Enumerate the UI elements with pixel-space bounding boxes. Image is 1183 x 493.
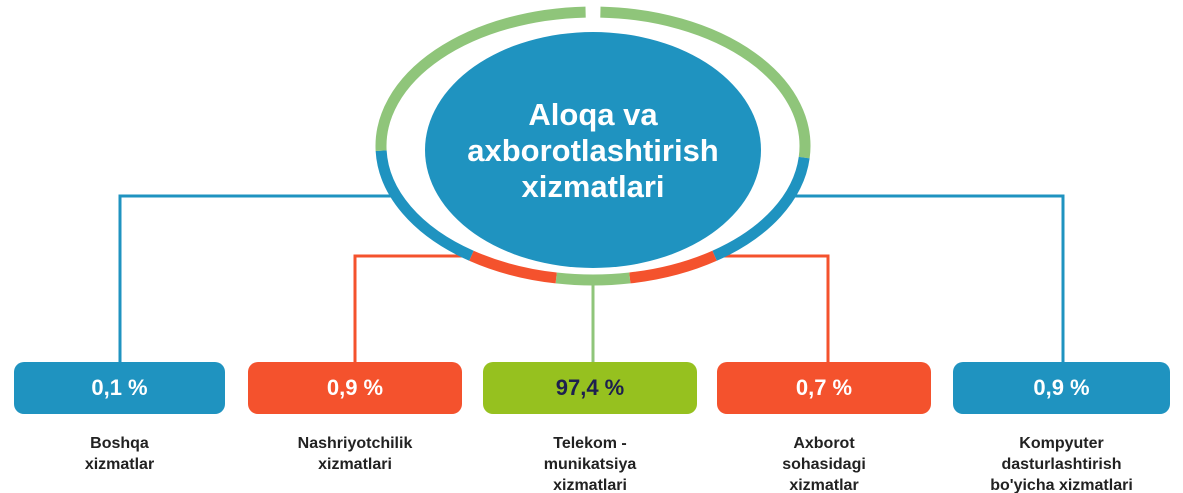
value-text: 0,9 % xyxy=(327,375,383,400)
connector xyxy=(118,194,402,362)
ring-segment xyxy=(600,6,811,159)
value-text: 97,4 % xyxy=(556,375,625,400)
value-text: 0,9 % xyxy=(1033,375,1089,400)
node-label: Nashriyotchilik xyxy=(298,435,413,452)
node-label: xizmatlar xyxy=(789,477,858,493)
value-box xyxy=(483,362,697,414)
center-line: axborotlashtirish xyxy=(467,133,719,168)
value-box xyxy=(953,362,1170,414)
ring-segment xyxy=(629,250,717,284)
value-box xyxy=(14,362,225,414)
node-label: bo'yicha xizmatlari xyxy=(990,477,1133,493)
connector xyxy=(353,254,462,362)
node-label: Boshqa xyxy=(90,435,149,452)
node-label: Axborot xyxy=(793,435,855,452)
node-label: munikatsiya xyxy=(544,456,637,473)
node-label: xizmatlar xyxy=(85,456,154,473)
ring-segment xyxy=(469,250,557,284)
ring-segment xyxy=(375,150,474,261)
center-line: xizmatlari xyxy=(521,169,664,204)
node-label: xizmatlari xyxy=(553,477,627,493)
node-label: Telekom - xyxy=(553,435,627,452)
node-label: Kompyuter xyxy=(1019,435,1103,452)
connector xyxy=(784,194,1065,362)
connectors xyxy=(118,194,1065,362)
value-box xyxy=(717,362,931,414)
node-label: dasturlashtirish xyxy=(1001,456,1121,473)
node-label: sohasidagi xyxy=(782,456,866,473)
nodes: 0,1 % Boshqa xizmatlar 0,9 % Nashriyotchilik… xyxy=(14,362,1170,493)
ring-segment xyxy=(555,272,631,286)
value-box xyxy=(248,362,462,414)
ring-segment xyxy=(712,156,810,261)
center-line: Aloqa va xyxy=(528,97,658,132)
value-text: 0,1 % xyxy=(91,375,147,400)
node-label: xizmatlari xyxy=(318,456,392,473)
ring xyxy=(375,6,811,286)
ring-segment xyxy=(375,6,586,151)
center-circle xyxy=(425,32,761,268)
connector xyxy=(724,254,830,362)
value-text: 0,7 % xyxy=(796,375,852,400)
